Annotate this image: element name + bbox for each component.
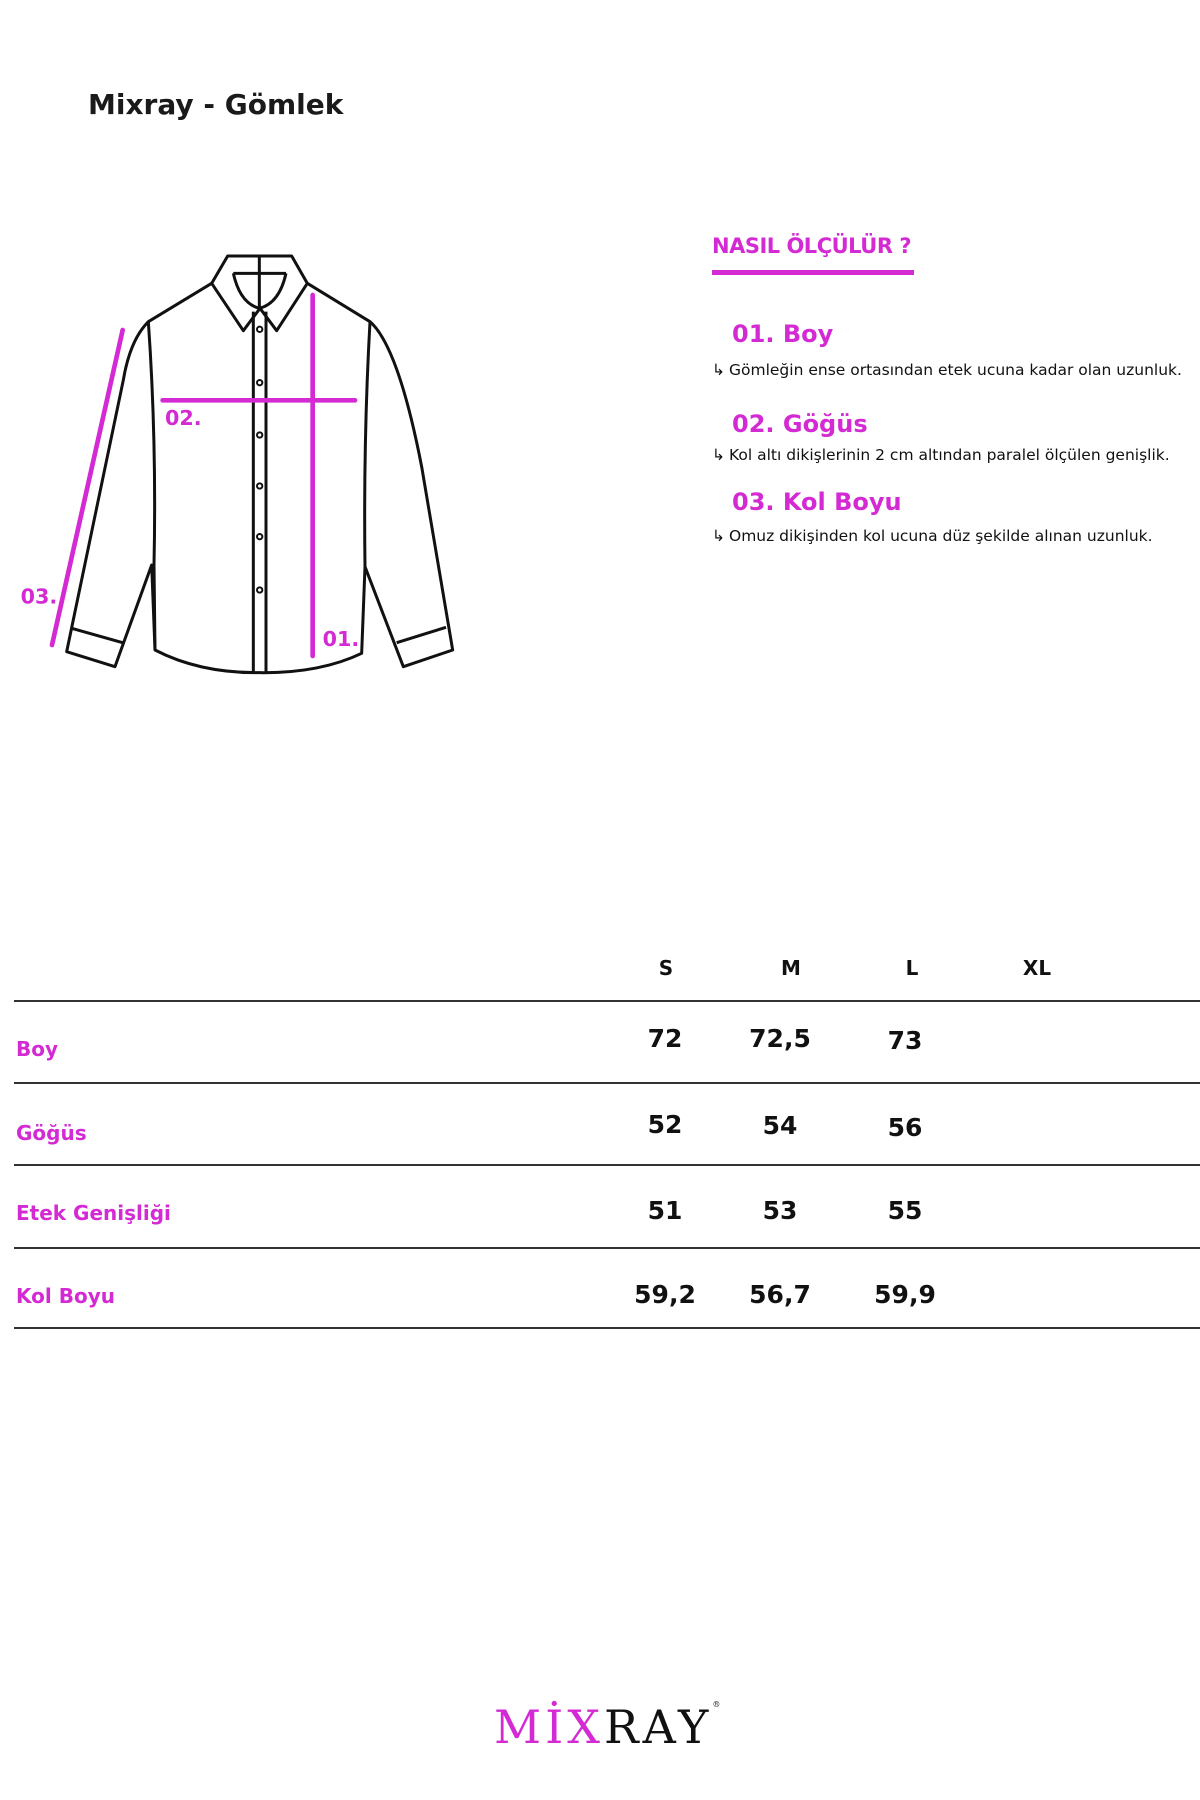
cell: 72 xyxy=(647,1024,683,1053)
logo-part-2: RAY xyxy=(604,1700,713,1754)
cell: 51 xyxy=(647,1196,683,1225)
cell: 73 xyxy=(887,1026,923,1055)
step-desc-text: Gömleğin ense ortasından etek ucuna kada… xyxy=(729,361,1182,379)
cell: 59,9 xyxy=(874,1280,936,1309)
step-01-desc: ↳ Gömleğin ense ortasından etek ucuna kad… xyxy=(712,361,1182,379)
step-01-title: 01. Boy xyxy=(732,320,834,348)
page-title: Mixray - Gömlek xyxy=(88,88,344,121)
brand-logo: MİXRAY® xyxy=(494,1700,724,1754)
col-header-m: M xyxy=(781,956,801,980)
row-label-gogus: Göğüs xyxy=(16,1121,87,1145)
row-label-kol-boyu: Kol Boyu xyxy=(16,1284,115,1308)
arrow-icon: ↳ xyxy=(712,527,725,545)
divider xyxy=(14,1000,1200,1002)
label-02: 02. xyxy=(165,406,202,430)
cell: 54 xyxy=(762,1111,798,1140)
heading-underline xyxy=(712,270,914,275)
shirt-measurement-diagram: 02. 01. 03. xyxy=(21,254,455,675)
cell: 52 xyxy=(647,1110,683,1139)
shirt-outline xyxy=(65,254,455,675)
col-header-xl: XL xyxy=(1022,956,1052,980)
row-label-etek-genisligi: Etek Genişliği xyxy=(16,1201,171,1225)
measurement-lines xyxy=(49,292,358,659)
divider xyxy=(14,1247,1200,1249)
step-desc-text: Omuz dikişinden kol ucuna düz şekilde al… xyxy=(729,527,1153,545)
divider xyxy=(14,1082,1200,1084)
how-to-measure-heading: NASIL ÖLÇÜLÜR ? xyxy=(712,234,912,258)
label-01: 01. xyxy=(323,627,360,651)
cell: 56 xyxy=(887,1113,923,1142)
arrow-icon: ↳ xyxy=(712,446,725,464)
registered-mark: ® xyxy=(712,1700,725,1709)
divider xyxy=(14,1327,1200,1329)
cell: 56,7 xyxy=(749,1280,811,1309)
arrow-icon: ↳ xyxy=(712,361,725,379)
row-label-boy: Boy xyxy=(16,1037,59,1061)
col-header-l: L xyxy=(905,956,919,980)
cell: 53 xyxy=(762,1196,798,1225)
label-03: 03. xyxy=(21,584,58,608)
step-03-desc: ↳ Omuz dikişinden kol ucuna düz şekilde a… xyxy=(712,527,1153,545)
cell: 59,2 xyxy=(634,1280,696,1309)
col-header-s: S xyxy=(658,956,674,980)
logo-part-1: MİX xyxy=(494,1700,605,1754)
step-desc-text: Kol altı dikişlerinin 2 cm altından para… xyxy=(729,446,1170,464)
step-03-title: 03. Kol Boyu xyxy=(732,488,902,516)
step-02-desc: ↳ Kol altı dikişlerinin 2 cm altından par… xyxy=(712,446,1170,464)
buttons xyxy=(255,325,264,594)
divider xyxy=(14,1164,1200,1166)
cell: 55 xyxy=(887,1196,923,1225)
cell: 72,5 xyxy=(749,1024,811,1053)
step-02-title: 02. Göğüs xyxy=(732,410,868,438)
